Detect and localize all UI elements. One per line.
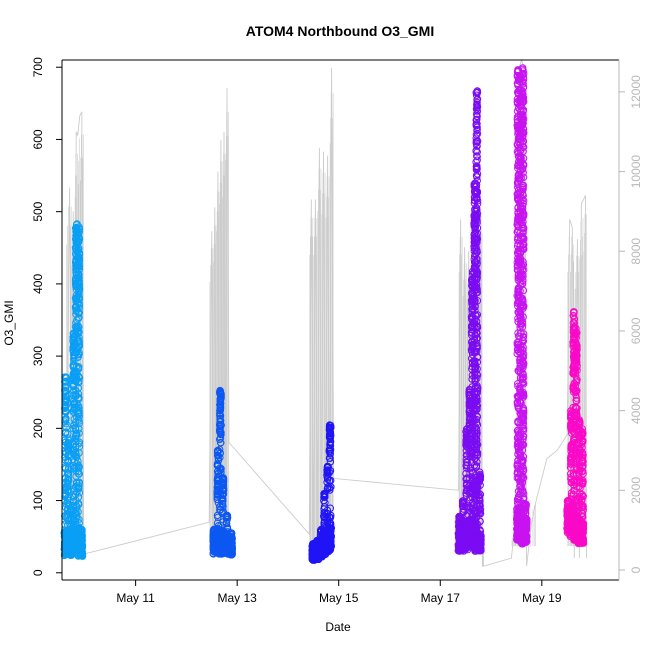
data-point xyxy=(222,514,231,522)
chart-title: ATOM4 Northbound O3_GMI xyxy=(246,23,434,39)
data-point xyxy=(216,420,224,429)
data-point xyxy=(75,304,83,313)
data-point xyxy=(76,536,85,545)
data-point xyxy=(228,542,236,550)
data-point xyxy=(218,491,227,499)
data-point xyxy=(216,405,224,413)
data-points-layer xyxy=(60,64,588,564)
data-point xyxy=(75,271,83,279)
data-point xyxy=(217,438,225,447)
data-point xyxy=(74,499,83,507)
data-point xyxy=(216,434,225,442)
data-point xyxy=(219,495,227,503)
data-point xyxy=(216,445,224,454)
data-point xyxy=(75,254,84,262)
data-point xyxy=(216,426,224,434)
data-point xyxy=(75,274,83,282)
data-point xyxy=(76,544,85,552)
data-point xyxy=(74,238,82,246)
data-point xyxy=(77,526,86,534)
data-point xyxy=(217,430,225,438)
data-point xyxy=(75,449,83,457)
data-point xyxy=(74,402,83,410)
data-point xyxy=(74,309,83,318)
data-point xyxy=(75,372,83,381)
data-point xyxy=(216,418,224,426)
data-point xyxy=(216,401,224,409)
data-point xyxy=(228,545,236,553)
data-point xyxy=(75,515,83,523)
data-point xyxy=(64,430,72,438)
data-point xyxy=(74,350,83,359)
data-point xyxy=(74,409,83,417)
data-point xyxy=(216,397,224,405)
data-point xyxy=(75,440,83,448)
data-point xyxy=(216,415,224,423)
data-point xyxy=(62,374,71,382)
data-point xyxy=(75,333,83,342)
data-point xyxy=(74,390,83,398)
data-point xyxy=(77,542,86,550)
data-point xyxy=(75,429,83,437)
data-point xyxy=(72,453,81,461)
data-point xyxy=(63,470,72,478)
series-1 xyxy=(60,220,87,560)
data-point xyxy=(75,266,83,275)
data-point xyxy=(227,538,236,546)
data-point xyxy=(219,500,227,509)
data-point xyxy=(74,484,83,492)
data-point xyxy=(75,470,84,478)
data-point xyxy=(320,490,329,499)
data-point xyxy=(216,453,224,462)
data-point xyxy=(216,449,224,458)
data-point xyxy=(74,365,83,373)
data-point xyxy=(75,225,84,233)
data-point xyxy=(74,247,82,256)
data-point xyxy=(222,511,231,520)
data-point xyxy=(74,337,82,346)
data-point xyxy=(63,483,72,491)
data-point xyxy=(73,242,81,250)
data-point xyxy=(216,387,225,395)
data-point xyxy=(64,457,73,465)
data-point xyxy=(75,228,84,236)
data-point xyxy=(75,417,83,425)
data-point xyxy=(72,348,81,357)
data-point xyxy=(62,415,70,424)
series-2 xyxy=(209,386,237,559)
data-point xyxy=(62,382,70,390)
series-3 xyxy=(308,421,335,564)
data-point xyxy=(77,550,85,558)
data-point xyxy=(74,508,82,516)
data-point xyxy=(75,425,83,433)
data-point xyxy=(74,294,83,302)
data-point xyxy=(75,261,84,269)
data-point xyxy=(74,342,83,350)
data-point xyxy=(75,295,84,303)
data-point xyxy=(74,315,83,323)
data-point xyxy=(226,550,234,558)
data-point xyxy=(75,276,83,285)
data-point xyxy=(227,529,235,538)
data-point xyxy=(74,329,82,338)
data-point xyxy=(216,390,225,398)
data-point xyxy=(75,299,83,307)
data-point xyxy=(75,290,83,298)
data-point xyxy=(75,478,84,486)
data-point xyxy=(73,326,81,334)
data-point xyxy=(64,479,72,487)
data-point xyxy=(75,419,83,428)
data-point xyxy=(75,258,83,267)
data-point xyxy=(74,284,82,292)
data-point xyxy=(216,466,225,474)
data-point xyxy=(219,481,228,489)
data-point xyxy=(321,493,329,501)
data-point xyxy=(75,489,84,497)
data-point xyxy=(75,412,84,420)
data-point xyxy=(62,407,70,415)
data-point xyxy=(62,420,70,428)
